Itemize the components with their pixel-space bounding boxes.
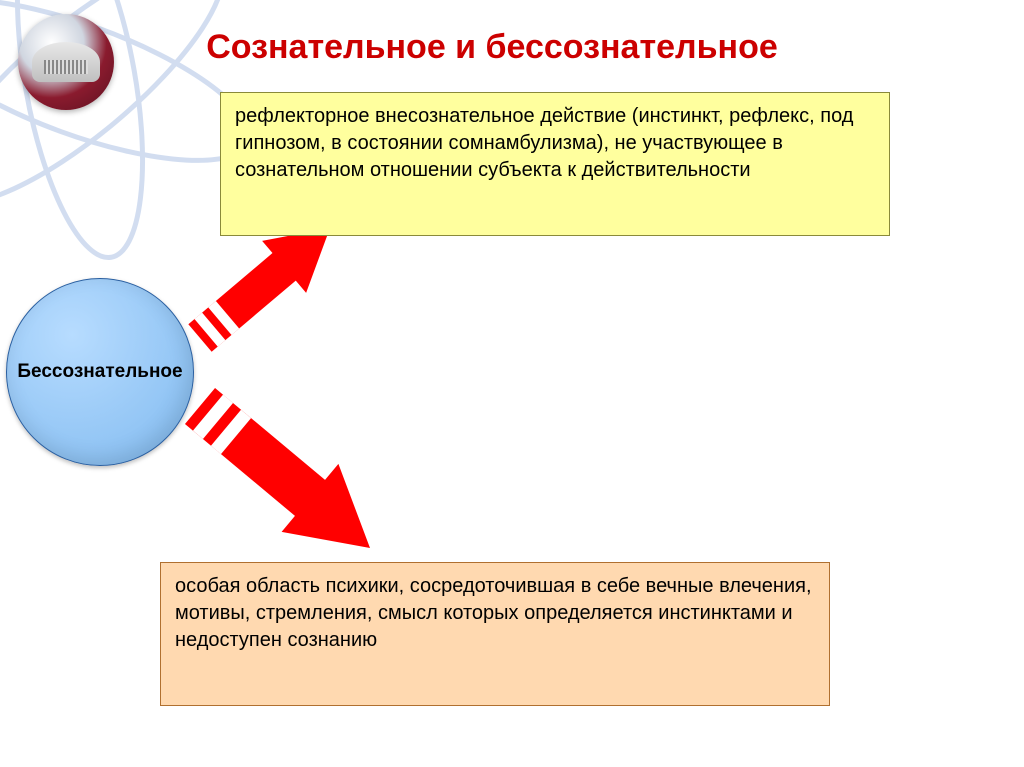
definition-box-reflex: рефлекторное внесознательное действие (и…	[220, 92, 890, 236]
definition-box-psyche: особая область психики, сосредоточившая …	[160, 562, 830, 706]
page-title: Сознательное и бессознательное	[0, 28, 984, 67]
node-unconscious: Бессознательное	[6, 278, 194, 466]
node-unconscious-label: Бессознательное	[17, 361, 182, 383]
